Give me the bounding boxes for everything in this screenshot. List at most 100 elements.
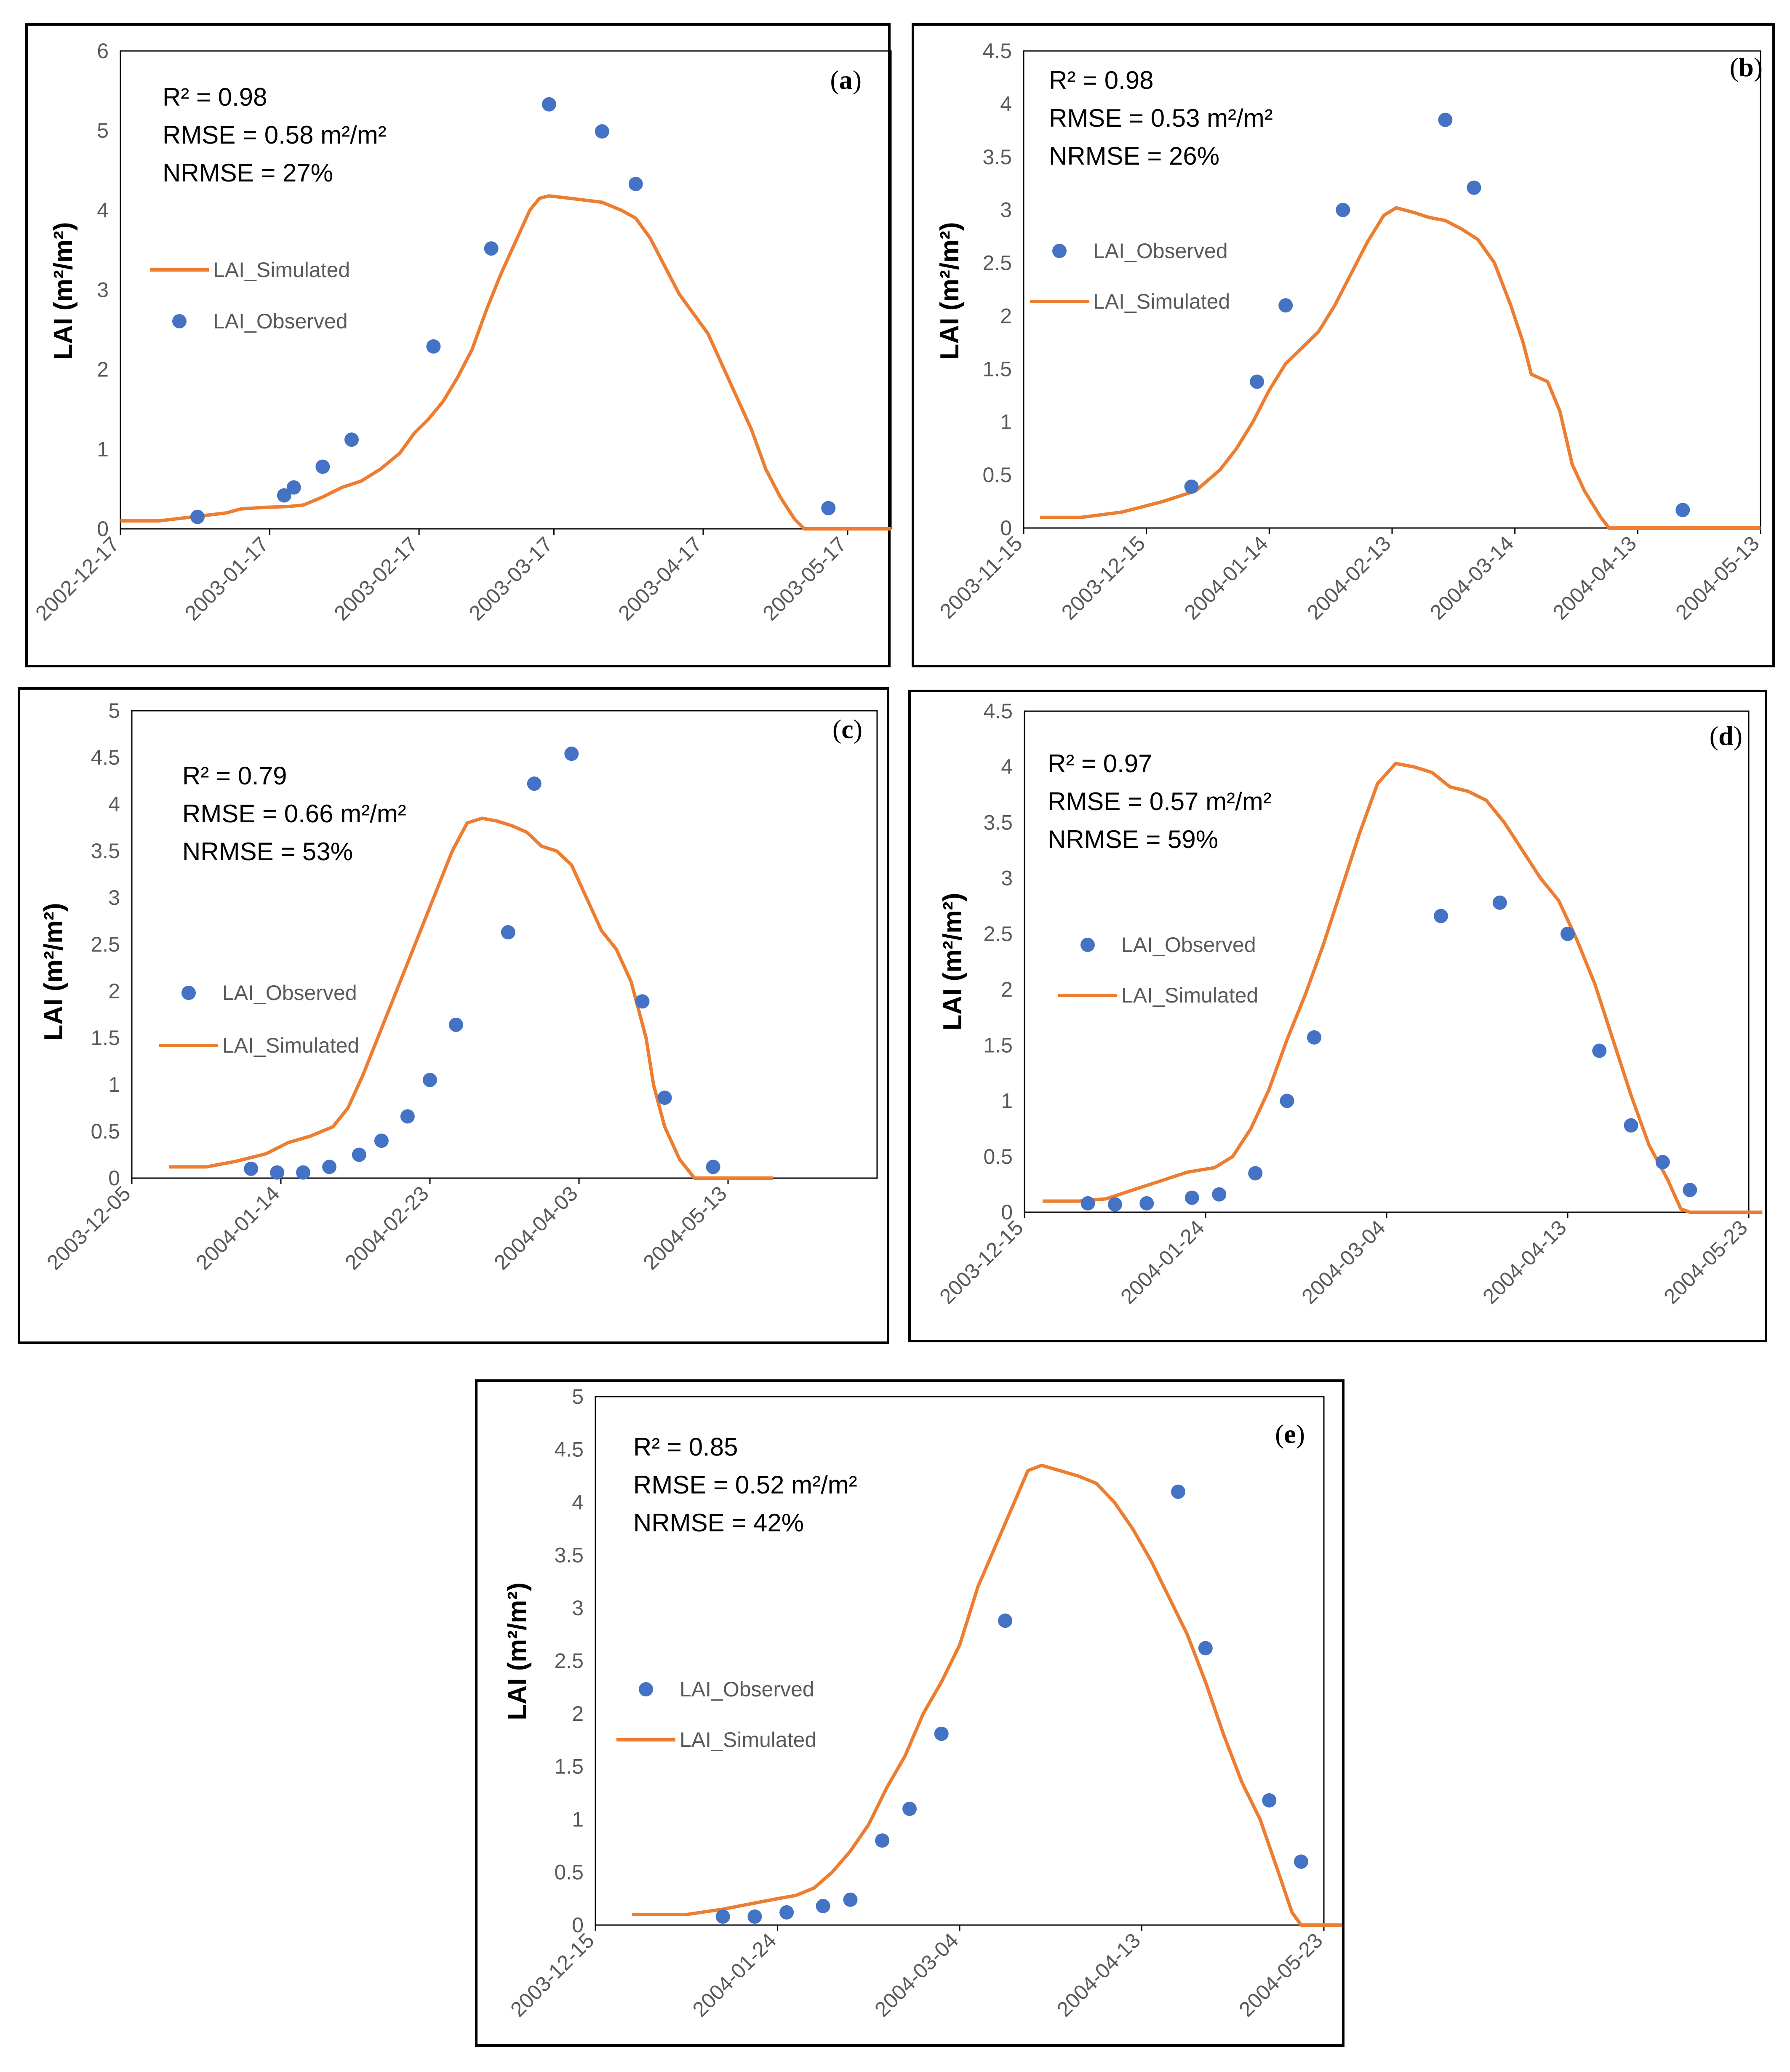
x-tick-label: 2004-04-13 <box>1478 1216 1571 1308</box>
x-tick-label: 2002-12-17 <box>31 532 123 625</box>
observed-point <box>484 241 499 256</box>
stat-line: NRMSE = 42% <box>633 1509 804 1537</box>
stat-line: R² = 0.85 <box>633 1433 738 1461</box>
y-tick-label: 0 <box>572 1913 584 1937</box>
observed-point <box>423 1072 437 1087</box>
observed-point <box>1683 1183 1697 1197</box>
x-tick-label: 2004-01-24 <box>688 1928 781 2021</box>
observed-point <box>527 776 542 791</box>
observed-point <box>934 1726 949 1741</box>
observed-point <box>1171 1484 1185 1499</box>
x-tick-label: 2004-04-13 <box>1548 531 1641 624</box>
x-tick-label: 2004-04-03 <box>489 1181 582 1274</box>
observed-point <box>244 1161 259 1176</box>
observed-point <box>277 488 291 503</box>
observed-point <box>286 480 301 495</box>
observed-point <box>1248 1166 1263 1181</box>
stat-line: R² = 0.79 <box>182 762 287 790</box>
x-tick-label: 2003-04-17 <box>614 532 706 625</box>
legend-simulated-label: LAI_Simulated <box>1121 984 1258 1007</box>
observed-point <box>628 176 643 191</box>
y-tick-label: 2.5 <box>554 1649 584 1673</box>
y-tick-label: 0.5 <box>983 1145 1013 1168</box>
x-tick-label: 2004-02-13 <box>1302 531 1395 624</box>
x-tick-label: 2003-11-15 <box>935 531 1027 623</box>
y-tick-label: 1 <box>97 437 109 461</box>
observed-point <box>1438 112 1453 127</box>
plot-area <box>131 710 878 1179</box>
y-tick-label: 1.5 <box>91 1026 120 1050</box>
observed-point <box>426 339 441 354</box>
y-tick-label: 3 <box>1000 198 1012 222</box>
stat-line: NRMSE = 53% <box>182 837 353 866</box>
observed-point <box>779 1905 794 1920</box>
x-tick-label: 2004-05-13 <box>1671 531 1763 624</box>
y-tick-label: 5 <box>108 699 120 723</box>
legend-observed-label: LAI_Observed <box>1093 239 1228 263</box>
x-tick-label: 2004-01-14 <box>191 1181 284 1274</box>
x-tick-label: 2003-02-17 <box>329 532 422 625</box>
y-tick-label: 4.5 <box>554 1438 584 1461</box>
y-tick-label: 1.5 <box>982 357 1012 381</box>
observed-point <box>1336 203 1350 217</box>
y-tick-label: 4 <box>108 792 120 816</box>
observed-point <box>1262 1793 1277 1808</box>
y-tick-label: 5 <box>97 119 109 142</box>
y-axis-label: LAI (m²/m²) <box>503 1582 532 1720</box>
observed-point <box>1080 1196 1095 1211</box>
panel-c: 0 0.5 1 1.5 2 2.5 3 3.5 4 4.5 5 2003-12-05 2004-01-1… <box>18 687 889 1344</box>
observed-point <box>1184 1190 1199 1205</box>
panel-e: 0 0.5 1 1.5 2 2.5 3 3.5 4 4.5 5 2003-12-15 2004-01-2… <box>475 1379 1345 2047</box>
chart-c: 0 0.5 1 1.5 2 2.5 3 3.5 4 4.5 5 2003-12-05 2004-01-1… <box>39 699 878 1275</box>
y-tick-label: 4 <box>572 1491 584 1514</box>
x-tick-label: 2004-05-23 <box>1659 1216 1752 1308</box>
y-tick-label: 1 <box>108 1073 120 1096</box>
y-tick-label: 0 <box>97 517 109 541</box>
panel-b: 0 0.5 1 1.5 2 2.5 3 3.5 4 4.5 2003-11-15 2003-12-15… <box>912 23 1775 667</box>
y-tick-label: 2.5 <box>983 922 1013 946</box>
y-tick-label: 3.5 <box>554 1544 584 1567</box>
x-tick-label: 2003-12-05 <box>42 1181 135 1274</box>
stat-line: NRMSE = 59% <box>1048 825 1218 853</box>
observed-point <box>501 925 515 940</box>
x-tick-label: 2003-12-15 <box>506 1928 598 2021</box>
stat-line: RMSE = 0.53 m²/m² <box>1049 104 1273 132</box>
observed-point <box>270 1165 285 1180</box>
legend-observed-label: LAI_Observed <box>222 981 357 1005</box>
x-tick-label: 2004-05-23 <box>1234 1928 1327 2021</box>
y-tick-label: 1.5 <box>983 1033 1013 1057</box>
legend-observed-label: LAI_Observed <box>213 309 348 333</box>
y-tick-label: 4.5 <box>982 39 1012 63</box>
observed-point <box>1307 1030 1321 1045</box>
legend-simulated-label: LAI_Simulated <box>680 1728 816 1752</box>
y-axis-label: LAI (m²/m²) <box>935 222 964 360</box>
legend-observed-marker <box>1052 244 1067 258</box>
x-tick-label: 2004-01-14 <box>1180 531 1272 624</box>
y-tick-label: 2.5 <box>91 933 120 956</box>
legend-observed-marker <box>172 314 187 328</box>
observed-point <box>1655 1155 1670 1169</box>
y-tick-label: 0.5 <box>554 1861 584 1884</box>
y-tick-label: 2 <box>572 1702 584 1725</box>
series-simulated-line <box>1040 206 1761 530</box>
x-tick-label: 2004-02-23 <box>340 1181 433 1274</box>
observed-point <box>747 1909 762 1924</box>
observed-point <box>1467 180 1481 195</box>
observed-point <box>1212 1187 1227 1202</box>
observed-point <box>1108 1197 1122 1212</box>
observed-point <box>542 97 556 112</box>
observed-point <box>706 1160 720 1174</box>
series-simulated-line <box>1043 762 1763 1214</box>
y-tick-label: 3.5 <box>983 811 1013 834</box>
y-tick-label: 4 <box>1000 92 1012 116</box>
y-tick-label: 2.5 <box>982 251 1012 275</box>
legend-observed-marker <box>1080 938 1095 952</box>
observed-point <box>1294 1854 1308 1869</box>
plot-area <box>120 50 892 530</box>
observed-point <box>352 1147 366 1162</box>
y-tick-label: 4 <box>1001 755 1013 779</box>
x-tick-label: 2004-04-13 <box>1052 1928 1145 2021</box>
stat-line: R² = 0.98 <box>1049 66 1153 94</box>
y-axis-label: LAI (m²/m²) <box>938 893 967 1030</box>
y-axis-label: LAI (m²/m²) <box>49 222 78 360</box>
